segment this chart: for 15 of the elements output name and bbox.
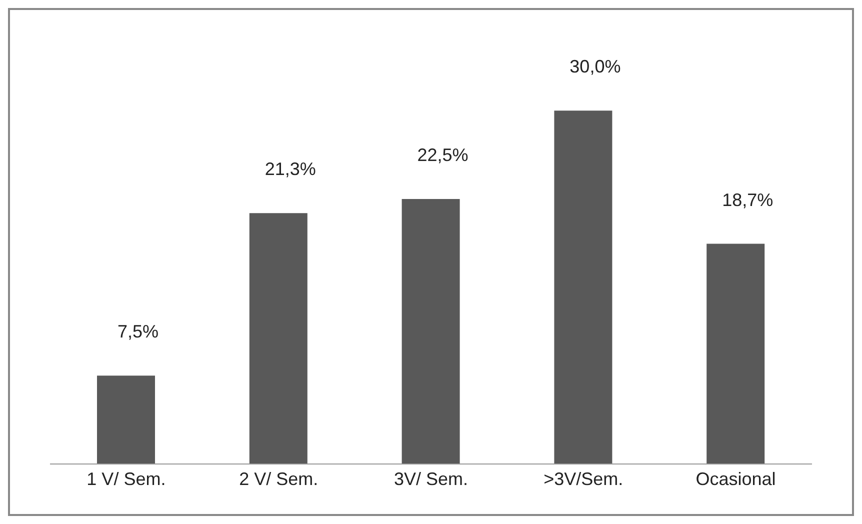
x-tick-label: 1 V/ Sem. (86, 468, 166, 489)
x-tick-label: >3V/Sem. (544, 468, 624, 489)
bar (706, 244, 765, 464)
bar (554, 110, 612, 464)
bar (97, 376, 155, 464)
data-label: 30,0% (570, 56, 621, 77)
data-label: 21,3% (264, 159, 316, 180)
data-label: 18,7% (722, 190, 774, 210)
bar (249, 213, 308, 464)
x-tick-label: 3V/ Sem. (394, 468, 468, 489)
x-tick-label: Ocasional (696, 468, 776, 489)
data-label: 22,5% (417, 145, 468, 165)
bar (402, 199, 460, 464)
x-tick-label: 2 V/ Sem. (239, 468, 318, 489)
data-label: 7,5% (117, 322, 159, 342)
